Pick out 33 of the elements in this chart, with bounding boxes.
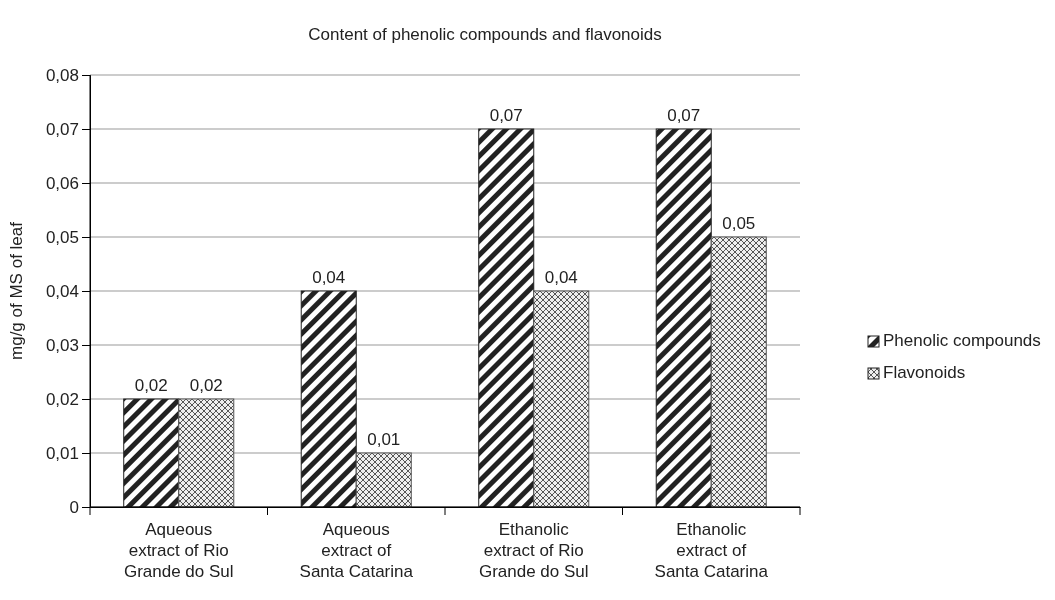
chart-title: Content of phenolic compounds and flavonoids [308,25,662,44]
bar [533,290,590,508]
y-tick-label: 0,05 [45,227,79,247]
data-label: 0,04 [312,268,346,287]
x-tick-label: Aqueous extract of Santa Catarina [299,520,414,581]
bar [478,128,535,508]
y-tick-label: 0,04 [45,281,79,301]
y-tick-label: 0,03 [45,335,79,355]
legend-label: Flavonoids [883,363,966,382]
y-tick-label: 0,02 [45,389,79,409]
data-label: 0,05 [722,214,756,233]
y-tick-label: 0,06 [45,173,79,193]
data-label: 0,01 [367,430,401,449]
x-tick-label: Aqueous extract of Rio Grande do Sul [123,520,234,581]
data-label: 0,04 [544,268,578,287]
x-tick-label: Ethanolic extract of Rio Grande do Sul [478,520,589,581]
bar [300,290,357,508]
bar [355,452,412,508]
x-tick-label: Ethanolic extract of Santa Catarina [654,520,769,581]
bar [123,398,180,508]
data-label: 0,02 [189,376,223,395]
bar [710,236,767,508]
y-axis-title: mg/g of MS of leaf [7,221,26,360]
data-label: 0,02 [134,376,168,395]
y-tick-label: 0 [69,497,79,517]
data-label: 0,07 [489,106,523,125]
data-label: 0,07 [667,106,701,125]
y-tick-label: 0,08 [45,65,79,85]
y-tick-label: 0,01 [45,443,79,463]
bar [655,128,712,508]
bar [178,398,235,508]
y-tick-label: 0,07 [45,119,79,139]
legend-label: Phenolic compounds [883,331,1041,350]
